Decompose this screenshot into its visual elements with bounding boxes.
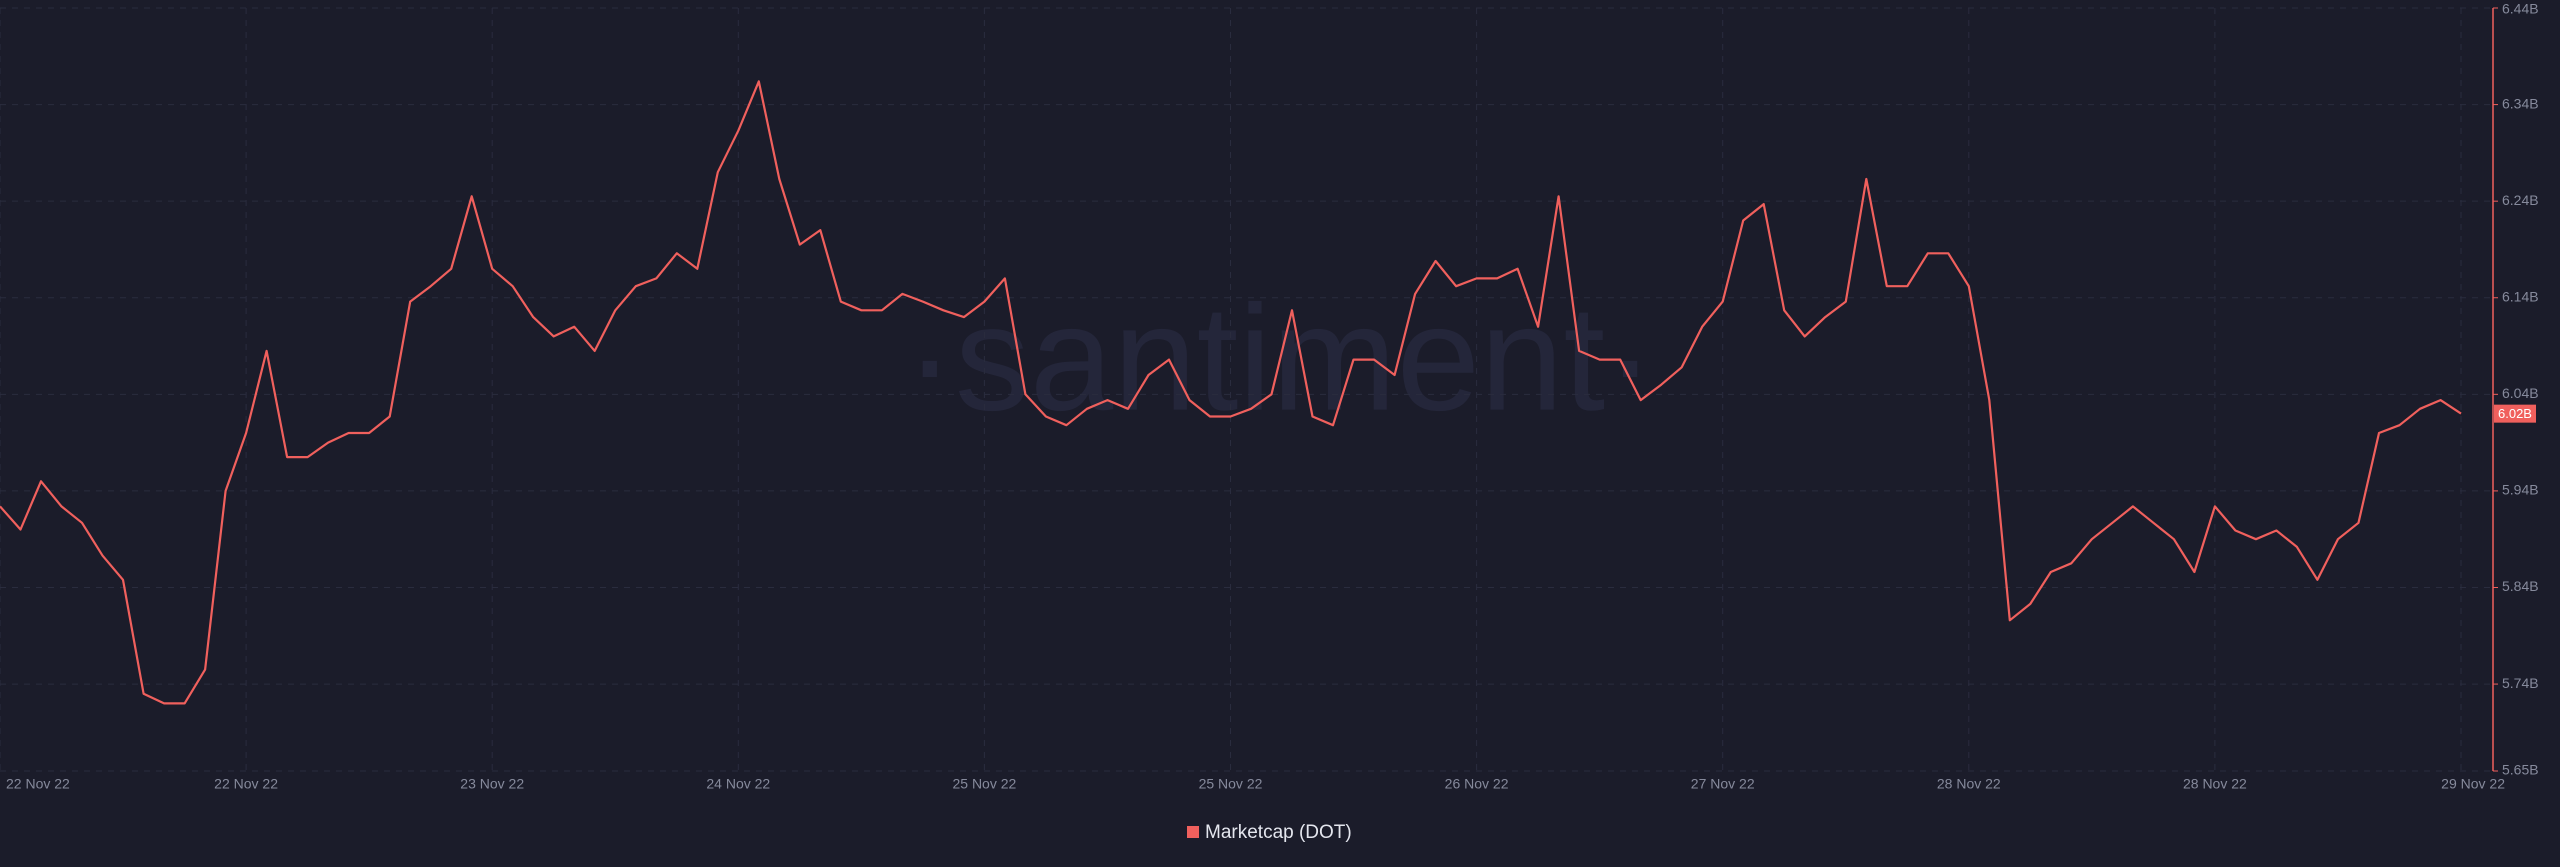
y-tick-label: 6.24B — [2502, 192, 2539, 208]
x-tick-label: 25 Nov 22 — [952, 776, 1016, 792]
y-tick-label: 6.14B — [2502, 288, 2539, 304]
x-tick-label: 28 Nov 22 — [1937, 776, 2001, 792]
y-tick-label: 5.74B — [2502, 675, 2539, 691]
y-tick-label: 6.04B — [2502, 385, 2539, 401]
last-value-tag — [2494, 404, 2536, 423]
x-tick-label: 27 Nov 22 — [1691, 776, 1755, 792]
x-tick-label: 29 Nov 22 — [2441, 776, 2505, 792]
y-tick-label: 5.94B — [2502, 482, 2539, 498]
x-tick-label: 22 Nov 22 — [214, 776, 278, 792]
y-tick-label: 5.65B — [2502, 762, 2539, 778]
y-tick-label: 6.44B — [2502, 1, 2539, 17]
legend-swatch — [1187, 826, 1199, 838]
y-tick-label: 6.34B — [2502, 95, 2539, 111]
line — [0, 80, 2462, 705]
x-tick-label: 28 Nov 22 — [2183, 776, 2247, 792]
y-tick-label: 5.84B — [2502, 578, 2539, 594]
legend-label: Marketcap (DOT) — [1205, 822, 1352, 843]
x-tick-label: 23 Nov 22 — [460, 776, 524, 792]
last-value-label: 6.02B — [2498, 406, 2532, 421]
x-tick-label: 24 Nov 22 — [706, 776, 770, 792]
x-tick-label: 25 Nov 22 — [1199, 776, 1263, 792]
x-tick-label: 26 Nov 22 — [1445, 776, 1509, 792]
x-tick-label: 22 Nov 22 — [6, 776, 70, 792]
